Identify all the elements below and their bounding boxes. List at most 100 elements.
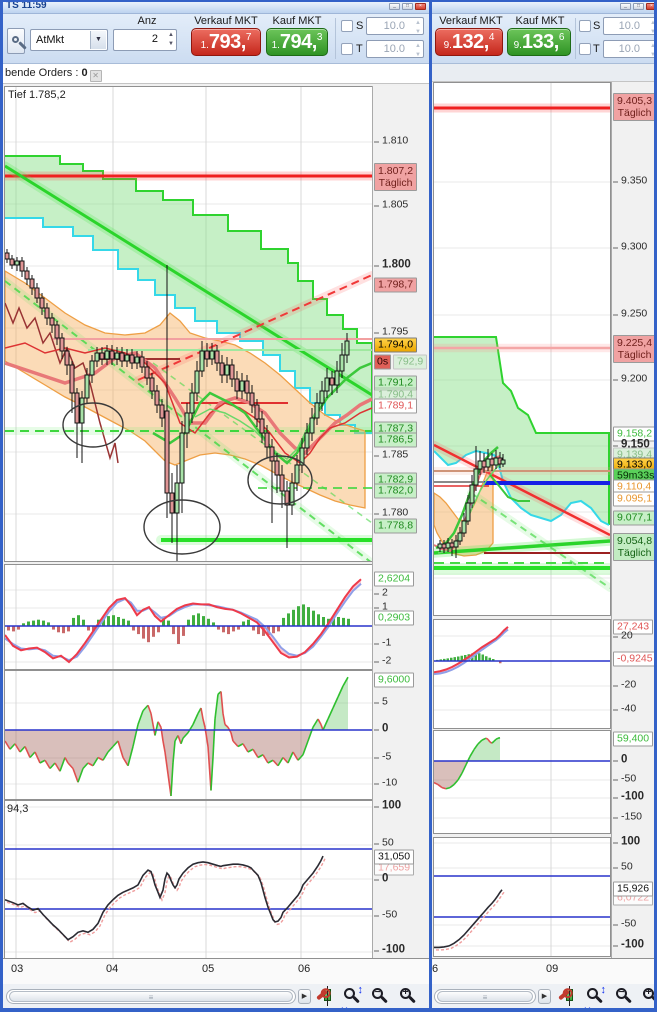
pending-orders-label: bende Orders :	[5, 67, 82, 79]
right-main-chart-container[interactable]	[429, 82, 615, 616]
sell-market-button[interactable]: 1. 793, 7	[191, 28, 261, 56]
left-stochastic-container[interactable]	[4, 800, 373, 960]
zoom-in-icon[interactable]: +	[641, 987, 654, 1007]
trailing-distance-stepper[interactable]: 10.0 ▲ ▼	[603, 40, 654, 58]
zoom-in-icon[interactable]: +	[398, 987, 418, 1007]
horizontal-scrollbar[interactable]: ≡	[434, 989, 536, 1004]
order-toolbar-left: AtMkt ▼ Anz 2 ▲ ▼ Verkauf MKT 1. 793, 7 Kau…	[3, 14, 429, 64]
close-icon[interactable]: ×	[415, 3, 426, 10]
price-badge: 1.798,7	[374, 277, 418, 293]
price-badge: 1.786,5	[374, 432, 418, 448]
buy-market-button[interactable]: 1. 794, 3	[266, 28, 328, 56]
zoom-out-icon[interactable]: −	[614, 987, 634, 1007]
stop-distance-stepper[interactable]: 10.0 ▲ ▼	[603, 17, 654, 35]
buy-market-button[interactable]: 9. 133, 6	[507, 28, 571, 56]
pending-orders-bar	[432, 64, 654, 82]
stop-checkbox[interactable]	[341, 20, 353, 32]
right-stochastic-container[interactable]	[433, 837, 611, 957]
scrollbar-thumb[interactable]: ≡	[9, 991, 293, 1002]
time-axis-label: 6	[432, 963, 439, 975]
scroll-right-button[interactable]: ▶	[538, 989, 551, 1004]
trailing-label: T	[593, 43, 600, 55]
axis-tick-label: 1.795	[374, 326, 411, 339]
maximize-icon[interactable]: □	[633, 3, 644, 10]
price-badge: 9,6000	[374, 672, 415, 688]
right-main-chart-svg	[429, 83, 615, 615]
buy-price-main: 794,	[279, 30, 317, 53]
quantity-value: 2	[151, 33, 158, 45]
minimize-icon[interactable]: _	[620, 3, 631, 10]
order-type-select[interactable]: AtMkt ▼	[30, 29, 108, 51]
buy-market-label: Kauf MKT	[272, 15, 322, 27]
window-left: TS 11:59 _ □ × AtMkt ▼ Anz 2 ▲ ▼ Verkauf …	[3, 2, 429, 1012]
axis-tick-label: 1	[374, 601, 391, 614]
time-axis-right: 6 09	[432, 958, 654, 984]
trailing-distance-value: 10.0	[618, 43, 640, 55]
quantity-label: Anz	[137, 15, 157, 27]
left-main-chart-container[interactable]	[3, 86, 377, 567]
settings-button[interactable]	[7, 28, 25, 54]
axis-tick-label: 50	[613, 861, 636, 874]
price-badge: 59,400	[613, 731, 654, 747]
price-axis-right-window[interactable]: 9.405,3 Täglich 9.350 9.300 9.250 9.225,4 Tägl…	[611, 82, 654, 960]
right-momentum-container[interactable]	[433, 730, 611, 834]
close-icon[interactable]: ×	[646, 3, 654, 10]
time-axis-label: 04	[106, 963, 119, 975]
trailing-checkbox[interactable]	[341, 43, 353, 55]
price-badge: 9.225,4 Täglich	[613, 335, 654, 363]
axis-tick-label: -50	[613, 773, 639, 786]
axis-tick-label: -100	[374, 944, 408, 957]
axis-tick-label: 50	[374, 837, 397, 850]
axis-tick-label: 100	[374, 800, 404, 813]
window-title: TS 11:59	[6, 2, 47, 11]
axis-tick-label: 1.800	[374, 259, 414, 272]
price-axis-left-window[interactable]: 1.810 1.807,2 Täglich 1.805 1.800 1.798,7 1.79…	[372, 86, 429, 960]
axis-tick-label: -100	[613, 939, 647, 952]
zoom-axes-icon[interactable]: ↕ ↔	[339, 984, 363, 1012]
sell-market-label: Verkauf MKT	[439, 15, 503, 27]
chart-footer-left: ≡ ▶ ↕ ↔ − +	[3, 984, 429, 1012]
left-macd-container[interactable]	[4, 564, 373, 670]
chevron-down-icon[interactable]: ▼	[90, 31, 106, 49]
clear-orders-icon[interactable]: ✕	[89, 70, 102, 82]
sell-price-prefix: 9.	[443, 40, 452, 51]
price-badge: 9.405,3 Täglich	[613, 93, 654, 121]
trailing-distance-stepper[interactable]: 10.0 ▲ ▼	[366, 40, 424, 58]
titlebar-right[interactable]: _ □ ×	[432, 2, 654, 14]
right-macd-container[interactable]	[433, 619, 611, 729]
time-axis-label: 03	[11, 963, 24, 975]
left-macd-panel-svg	[4, 565, 372, 669]
stop-label: S	[593, 20, 601, 32]
maximize-icon[interactable]: □	[402, 3, 413, 10]
horizontal-scrollbar[interactable]: ≡	[6, 989, 296, 1004]
zoom-out-icon[interactable]: −	[370, 987, 390, 1007]
price-badge: -0,9245	[613, 651, 654, 667]
divider	[335, 18, 336, 59]
zoom-axes-icon[interactable]: ↕ ↔	[582, 984, 606, 1012]
pending-orders-bar: bende Orders : 0 ✕	[3, 64, 429, 84]
chart-settings-icon[interactable]	[558, 986, 578, 1007]
stop-distance-stepper[interactable]: 10.0 ▲ ▼	[366, 17, 424, 35]
axis-tick-label: -40	[613, 703, 639, 716]
price-badge: 1.807,2 Täglich	[374, 163, 418, 191]
quantity-stepper[interactable]: 2 ▲ ▼	[113, 29, 177, 51]
axis-tick-label: 1.780	[374, 507, 411, 520]
scrollbar-thumb[interactable]: ≡	[437, 991, 533, 1002]
axis-tick-label: 0	[374, 873, 391, 886]
stepper-arrows-icon[interactable]: ▲ ▼	[168, 32, 174, 47]
left-momentum-container[interactable]	[4, 670, 373, 800]
sell-price-main: 132,	[451, 30, 489, 53]
scroll-right-button[interactable]: ▶	[298, 989, 311, 1004]
stop-checkbox[interactable]	[579, 20, 591, 32]
sell-market-button[interactable]: 9. 132, 4	[435, 28, 503, 56]
price-badge: 31,050	[374, 849, 415, 865]
window-right: _ □ × Verkauf MKT 9. 132, 4 Kauf MKT 9. 133…	[429, 2, 654, 1012]
trailing-checkbox[interactable]	[579, 43, 591, 55]
axis-tick-label: 5	[374, 696, 391, 709]
chart-settings-icon[interactable]	[316, 986, 336, 1007]
titlebar-left[interactable]: TS 11:59 _ □ ×	[3, 2, 429, 14]
stepper-arrows-icon: ▲ ▼	[415, 20, 421, 35]
price-badge: 27,243	[613, 619, 654, 635]
axis-tick-label: 9.300	[613, 241, 650, 254]
minimize-icon[interactable]: _	[389, 3, 400, 10]
